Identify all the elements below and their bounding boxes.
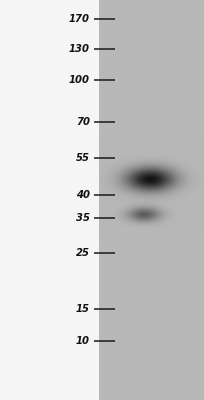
Bar <box>100 44 204 47</box>
Text: 35: 35 <box>76 213 90 222</box>
Bar <box>100 50 204 54</box>
Bar <box>100 40 204 44</box>
Bar <box>100 5 204 9</box>
Text: 170: 170 <box>69 14 90 24</box>
Bar <box>100 28 204 31</box>
Bar <box>100 0 204 2</box>
Bar <box>100 47 204 50</box>
Bar <box>100 24 204 28</box>
Bar <box>100 21 204 25</box>
Bar <box>100 56 204 60</box>
Text: 100: 100 <box>69 75 90 85</box>
Text: 40: 40 <box>76 190 90 200</box>
Bar <box>0 0 100 400</box>
Bar <box>100 37 204 41</box>
Bar <box>100 0 204 400</box>
Bar <box>100 34 204 38</box>
Text: 70: 70 <box>76 117 90 127</box>
Text: 15: 15 <box>76 304 90 314</box>
Bar <box>100 31 204 34</box>
Bar <box>100 12 204 15</box>
Bar <box>100 2 204 6</box>
Bar <box>100 18 204 22</box>
Text: 25: 25 <box>76 248 90 258</box>
Text: 130: 130 <box>69 44 90 54</box>
Text: 55: 55 <box>76 153 90 163</box>
Bar <box>100 8 204 12</box>
Bar <box>100 15 204 18</box>
Bar <box>100 53 204 57</box>
Text: 10: 10 <box>76 336 90 346</box>
